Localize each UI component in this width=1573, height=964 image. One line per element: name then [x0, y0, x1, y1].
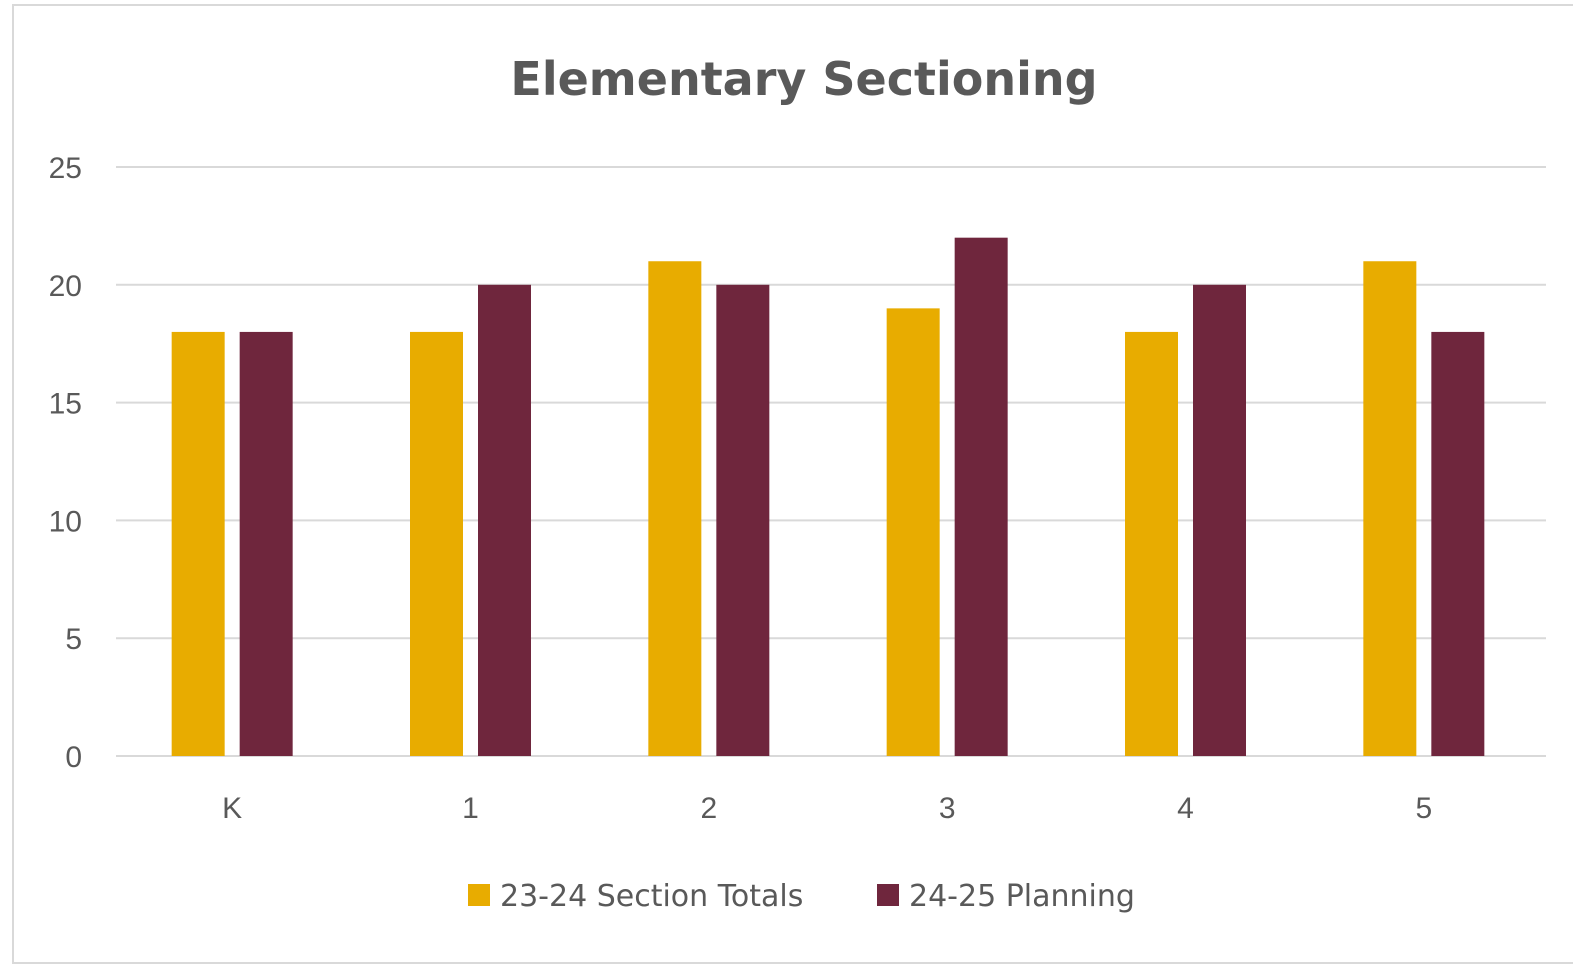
x-tick-label: 2 [700, 792, 717, 825]
y-tick-label: 20 [49, 270, 82, 303]
bar-4-series-2 [1193, 284, 1246, 756]
bar-2-series-1 [648, 261, 702, 756]
legend-swatch [468, 884, 490, 906]
x-tick-label: K [222, 792, 242, 825]
y-tick-label: 25 [49, 152, 82, 185]
bar-5-series-2 [1431, 331, 1485, 756]
chart-title: Elementary Sectioning [510, 52, 1097, 106]
x-axis-ticks: K 1 2 3 4 5 [222, 792, 1432, 825]
bar-1-series-1 [410, 331, 463, 756]
y-tick-label: 5 [65, 623, 82, 656]
bar-2-series-2 [716, 284, 770, 756]
y-tick-label: 0 [65, 741, 82, 774]
bar-3-series-1 [886, 308, 940, 756]
gridlines [116, 166, 1546, 757]
bar-K-series-1 [171, 331, 225, 756]
y-tick-label: 10 [49, 505, 82, 538]
bar-K-series-2 [239, 331, 293, 756]
x-tick-label: 1 [462, 792, 479, 825]
x-tick-label: 4 [1177, 792, 1194, 825]
bar-1-series-2 [478, 284, 531, 756]
legend: 23-24 Section Totals 24-25 Planning [468, 879, 1135, 914]
bars [171, 237, 1485, 756]
legend-label: 24-25 Planning [909, 879, 1135, 914]
x-tick-label: 3 [939, 792, 956, 825]
bar-3-series-2 [954, 237, 1008, 756]
y-axis-ticks: 0 5 10 15 20 25 [49, 152, 82, 774]
x-tick-label: 5 [1415, 792, 1432, 825]
bar-4-series-1 [1125, 331, 1178, 756]
y-tick-label: 15 [49, 388, 82, 421]
bar-5-series-1 [1363, 261, 1417, 756]
legend-swatch [877, 884, 899, 906]
legend-label: 23-24 Section Totals [500, 879, 803, 914]
